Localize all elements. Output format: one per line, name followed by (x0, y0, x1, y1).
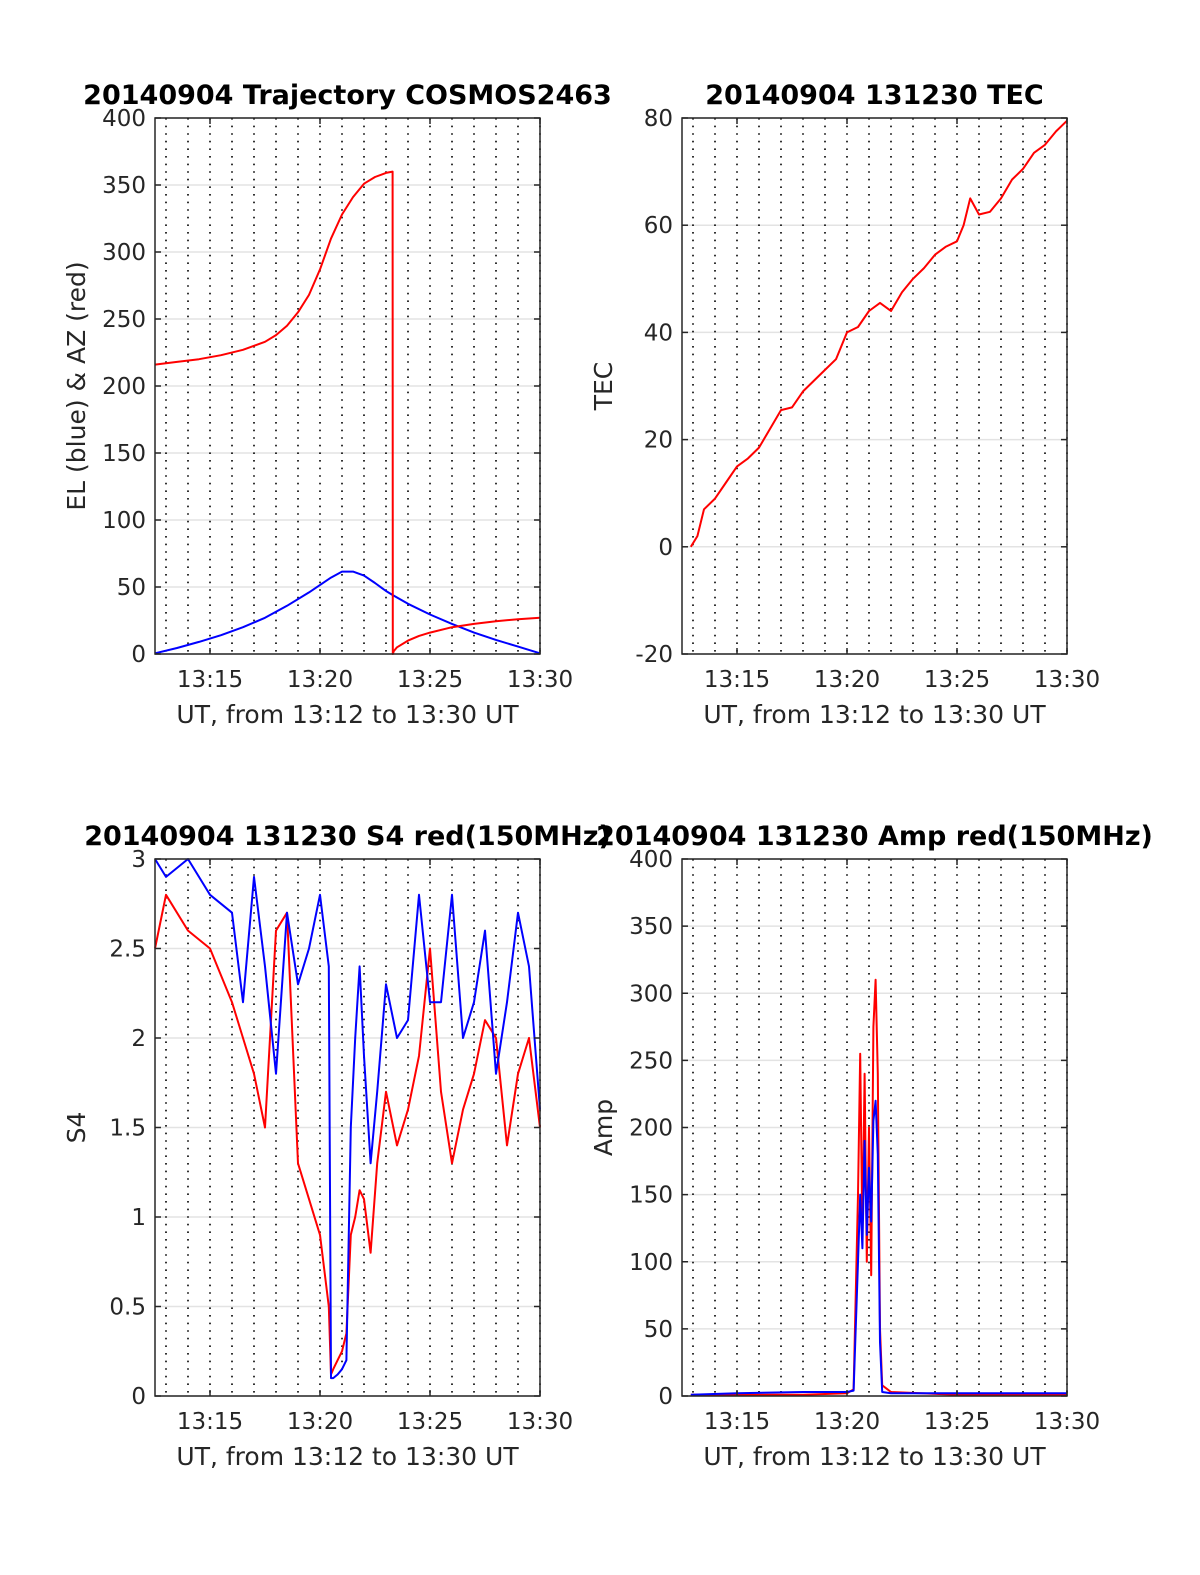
y-tick-label: 3 (131, 847, 146, 873)
y-tick-label: 200 (102, 374, 146, 400)
series-line-1 (154, 858, 541, 1380)
y-tick-label: 0 (131, 642, 146, 668)
y-tick-label: 50 (117, 575, 146, 601)
y-axis-label: TEC (589, 362, 618, 412)
y-tick-label: 350 (102, 173, 146, 199)
y-tick-label: 0.5 (109, 1295, 146, 1321)
x-tick-label: 13:15 (704, 1409, 770, 1435)
subplot-tec: -20 0 20 40 60 80 13:15 13:20 13:25 13:30 20140904… (589, 80, 1100, 729)
x-tick-label: 13:25 (924, 667, 990, 693)
y-tick-label: 60 (644, 213, 673, 239)
x-tick-label: 13:30 (1034, 1409, 1100, 1435)
series-line-0 (154, 893, 541, 1376)
y-tick-label: 0 (131, 1384, 146, 1410)
y-tick-label: 0 (658, 535, 673, 561)
y-tick-label: 0 (658, 1384, 673, 1410)
y-tick-label: 300 (102, 240, 146, 266)
series-line-0 (689, 119, 1068, 548)
y-tick-label: 1 (131, 1205, 146, 1231)
x-tick-label: 13:15 (177, 1409, 243, 1435)
y-tick-label: 150 (629, 1183, 673, 1209)
y-tick-label: 150 (102, 441, 146, 467)
x-tick-label: 13:30 (1034, 667, 1100, 693)
chart-title: 20140904 131230 S4 red(150MHz) (84, 821, 611, 852)
x-tick-label: 13:20 (287, 1409, 353, 1435)
x-tick-label: 13:25 (397, 1409, 463, 1435)
y-tick-label: 80 (644, 106, 673, 132)
x-tick-label: 13:20 (287, 667, 353, 693)
x-axis-label: UT, from 13:12 to 13:30 UT (176, 700, 519, 729)
subplot-s4: 0 0.5 1 1.5 2 2.5 3 13:15 13:20 13:25 13:30 2014090… (62, 821, 611, 1471)
subplot-amp: 0 50 100 150 200 250 300 350 400 13:15 13:20 13:25 1… (589, 821, 1153, 1471)
series-line-0 (154, 570, 541, 655)
y-axis-label: Amp (589, 1099, 618, 1156)
x-tick-label: 13:15 (177, 667, 243, 693)
y-tick-label: 100 (102, 508, 146, 534)
series-line-1 (154, 170, 541, 655)
x-tick-label: 13:25 (924, 1409, 990, 1435)
x-tick-label: 13:25 (397, 667, 463, 693)
y-tick-label: 250 (102, 307, 146, 333)
y-tick-label: 40 (644, 320, 673, 346)
plot-area (682, 118, 1067, 654)
y-tick-label: -20 (635, 642, 673, 668)
y-axis-label: S4 (62, 1112, 91, 1144)
chart-title: 20140904 131230 Amp red(150MHz) (596, 821, 1153, 852)
y-tick-label: 20 (644, 428, 673, 454)
subplot-trajectory: 0 50 100 150 200 250 300 350 400 13:15 13:20 13:25 1… (62, 80, 612, 729)
y-tick-label: 50 (644, 1317, 673, 1343)
y-tick-label: 100 (629, 1250, 673, 1276)
y-tick-label: 1.5 (109, 1116, 146, 1142)
series-line-1 (690, 1099, 1067, 1396)
x-tick-label: 13:20 (814, 1409, 880, 1435)
y-tick-label: 2.5 (109, 937, 146, 963)
y-tick-label: 400 (102, 106, 146, 132)
chart-title: 20140904 Trajectory COSMOS2463 (83, 80, 612, 111)
x-tick-label: 13:30 (507, 1409, 573, 1435)
y-tick-label: 2 (131, 1026, 146, 1052)
x-tick-label: 13:15 (704, 667, 770, 693)
y-tick-label: 250 (629, 1048, 673, 1074)
y-tick-label: 300 (629, 981, 673, 1007)
x-axis-label: UT, from 13:12 to 13:30 UT (176, 1442, 519, 1471)
chart-title: 20140904 131230 TEC (705, 80, 1044, 111)
x-axis-label: UT, from 13:12 to 13:30 UT (703, 700, 1046, 729)
y-tick-label: 400 (629, 847, 673, 873)
y-axis-label: EL (blue) & AZ (red) (62, 261, 91, 510)
y-tick-label: 200 (629, 1116, 673, 1142)
x-axis-label: UT, from 13:12 to 13:30 UT (703, 1442, 1046, 1471)
x-tick-label: 13:30 (507, 667, 573, 693)
x-tick-label: 13:20 (814, 667, 880, 693)
axes-box (681, 117, 1068, 655)
y-tick-label: 350 (629, 914, 673, 940)
